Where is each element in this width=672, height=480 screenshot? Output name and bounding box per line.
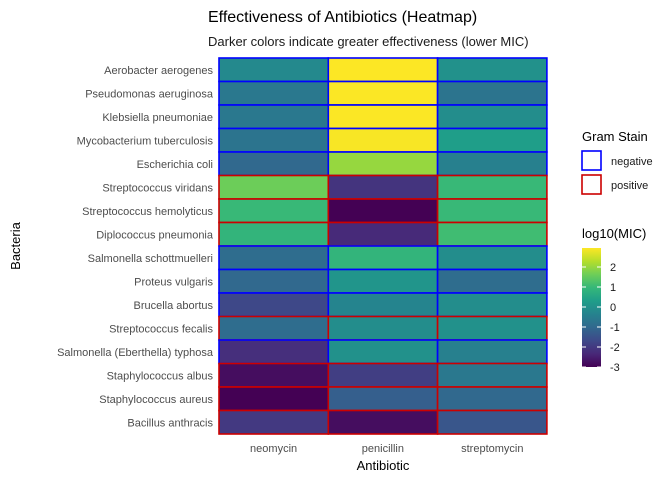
heatmap-cell bbox=[327, 221, 439, 247]
heatmap-cell bbox=[327, 386, 439, 412]
heatmap-cell bbox=[327, 292, 439, 318]
heatmap-cell bbox=[327, 127, 439, 153]
gram-legend-label: positive bbox=[611, 180, 648, 192]
heatmap-cell bbox=[436, 386, 548, 412]
heatmap-cell bbox=[327, 80, 439, 106]
x-axis-title: Antibiotic bbox=[357, 458, 410, 473]
heatmap-cell bbox=[436, 292, 548, 318]
colorbar-tick-label: -1 bbox=[610, 322, 620, 334]
heatmap-cell bbox=[436, 339, 548, 365]
heatmap-cell bbox=[327, 104, 439, 130]
y-tick-label: Pseudomonas aeruginosa bbox=[85, 88, 214, 100]
gram-legend-key bbox=[581, 150, 602, 171]
y-tick-label: Streptococcus hemolyticus bbox=[82, 206, 213, 218]
colorbar-tick-label: 2 bbox=[610, 262, 616, 274]
heatmap-cell bbox=[218, 80, 330, 106]
heatmap-cell bbox=[327, 409, 439, 435]
heatmap-cell bbox=[436, 362, 548, 388]
heatmap-cell bbox=[218, 151, 330, 177]
heatmap-cell bbox=[327, 174, 439, 200]
heatmap-cell bbox=[436, 315, 548, 341]
heatmap-cell bbox=[327, 57, 439, 83]
gram-legend-label: negative bbox=[611, 156, 653, 168]
heatmap-cell bbox=[218, 362, 330, 388]
heatmap-cell bbox=[436, 409, 548, 435]
heatmap-cell bbox=[436, 151, 548, 177]
heatmap-cell bbox=[218, 57, 330, 83]
heatmap-cell bbox=[218, 386, 330, 412]
heatmap-cell bbox=[218, 292, 330, 318]
heatmap-cell bbox=[436, 245, 548, 271]
x-tick-label: neomycin bbox=[250, 443, 297, 455]
y-tick-labels: Aerobacter aerogenes Pseudomonas aerugino… bbox=[57, 65, 214, 429]
y-tick-label: Staphylococcus aureus bbox=[99, 394, 213, 406]
y-tick-label: Escherichia coli bbox=[137, 159, 213, 171]
heatmap-cells bbox=[218, 57, 548, 435]
colorbar-tick-label: 0 bbox=[610, 302, 616, 314]
x-tick-label: penicillin bbox=[362, 443, 404, 455]
colorbar-tick-label: -3 bbox=[610, 362, 620, 374]
heatmap-cell bbox=[218, 104, 330, 130]
gram-stain-legend: Gram Stain negative positive bbox=[581, 129, 653, 195]
heatmap-cell bbox=[436, 268, 548, 294]
y-tick-label: Salmonella schottmuelleri bbox=[88, 253, 213, 265]
heatmap-cell bbox=[218, 174, 330, 200]
y-axis-title: Bacteria bbox=[8, 221, 23, 269]
heatmap-cell bbox=[327, 151, 439, 177]
chart-subtitle: Darker colors indicate greater effective… bbox=[208, 34, 529, 49]
x-tick-labels: neomycin penicillin streptomycin bbox=[250, 443, 523, 455]
heatmap-cell bbox=[218, 339, 330, 365]
y-tick-label: Aerobacter aerogenes bbox=[104, 65, 213, 77]
heatmap-cell bbox=[218, 221, 330, 247]
heatmap-cell bbox=[436, 174, 548, 200]
colorbar bbox=[582, 248, 601, 367]
colorbar-tick-label: -2 bbox=[610, 342, 620, 354]
heatmap-cell bbox=[218, 245, 330, 271]
heatmap-cell bbox=[327, 339, 439, 365]
heatmap-cell bbox=[436, 221, 548, 247]
heatmap-cell bbox=[218, 127, 330, 153]
y-tick-label: Brucella abortus bbox=[134, 300, 214, 312]
heatmap-cell bbox=[327, 245, 439, 271]
heatmap-cell bbox=[218, 315, 330, 341]
heatmap-cell bbox=[327, 362, 439, 388]
heatmap-cell bbox=[436, 127, 548, 153]
y-tick-label: Bacillus anthracis bbox=[127, 417, 213, 429]
heatmap-cell bbox=[436, 104, 548, 130]
heatmap-cell bbox=[436, 57, 548, 83]
gram-legend-key bbox=[581, 174, 602, 195]
x-tick-label: streptomycin bbox=[461, 443, 523, 455]
y-tick-label: Proteus vulgaris bbox=[134, 276, 213, 288]
heatmap-cell bbox=[436, 198, 548, 224]
heatmap-cell bbox=[436, 80, 548, 106]
y-tick-label: Klebsiella pneumoniae bbox=[102, 112, 213, 124]
heatmap-cell bbox=[218, 409, 330, 435]
y-tick-label: Streptococcus fecalis bbox=[109, 323, 213, 335]
y-tick-label: Diplococcus pneumonia bbox=[96, 229, 214, 241]
heatmap-cell bbox=[327, 268, 439, 294]
y-tick-label: Streptococcus viridans bbox=[102, 182, 213, 194]
y-tick-label: Mycobacterium tuberculosis bbox=[77, 135, 214, 147]
heatmap-cell bbox=[218, 268, 330, 294]
heatmap-cell bbox=[327, 198, 439, 224]
gram-legend-title: Gram Stain bbox=[582, 129, 648, 144]
color-legend-title: log10(MIC) bbox=[582, 226, 646, 241]
heatmap-cell bbox=[218, 198, 330, 224]
colorbar-tick-label: 1 bbox=[610, 282, 616, 294]
heatmap-cell bbox=[327, 315, 439, 341]
mic-color-legend: log10(MIC) 2 1 0 -1 -2 -3 bbox=[582, 226, 646, 374]
y-tick-label: Salmonella (Eberthella) typhosa bbox=[57, 347, 214, 359]
chart-title: Effectiveness of Antibiotics (Heatmap) bbox=[208, 9, 477, 26]
y-tick-label: Staphylococcus albus bbox=[107, 370, 214, 382]
